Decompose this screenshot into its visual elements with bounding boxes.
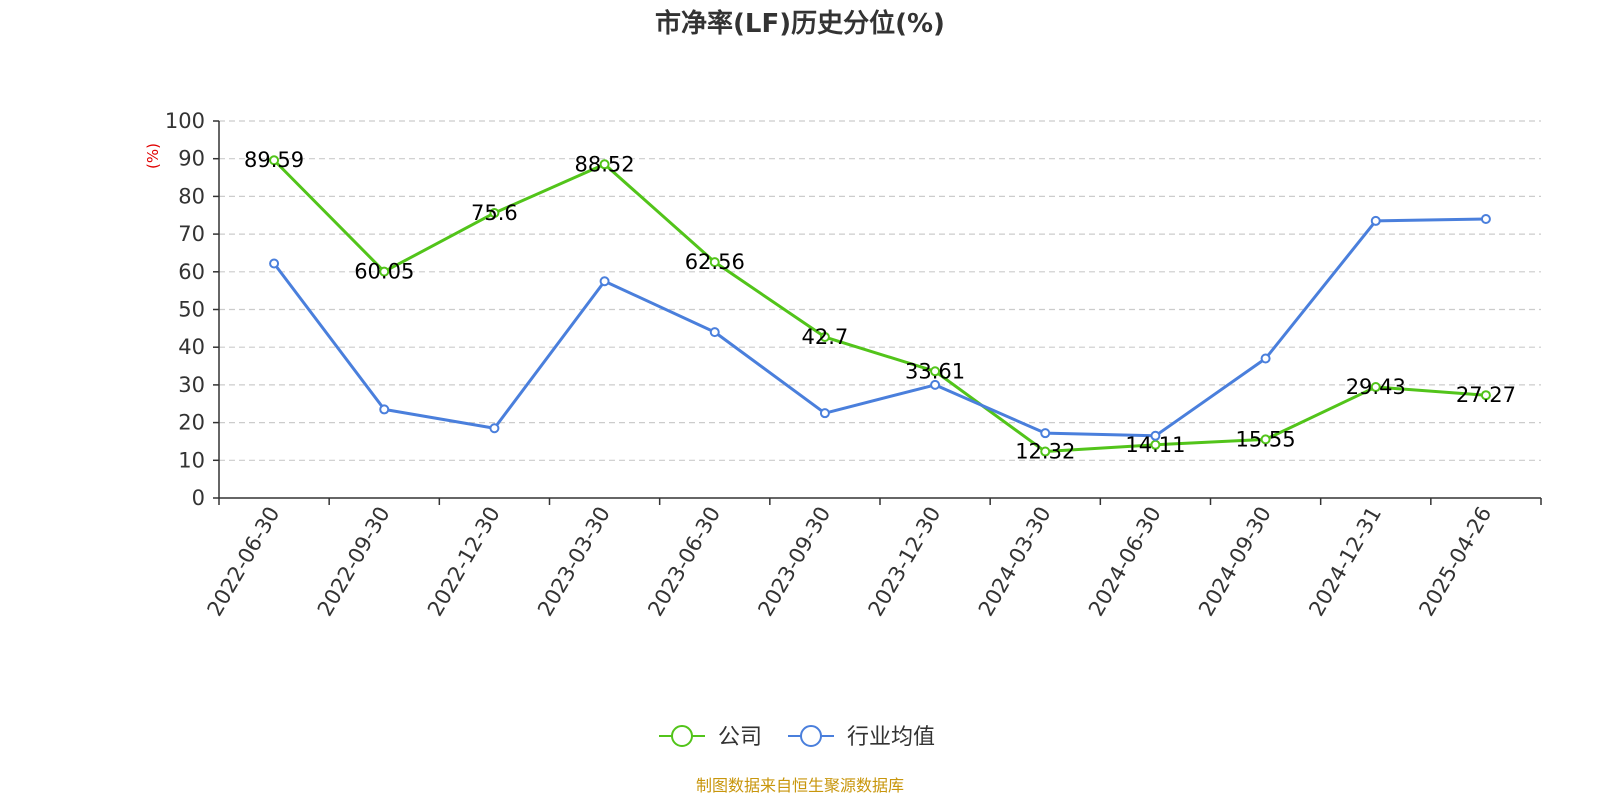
- series-lines: [269, 155, 1491, 457]
- y-tick-label: 70: [178, 222, 205, 246]
- data-point-company[interactable]: [1150, 439, 1161, 450]
- x-tick-label: 2022-06-30: [203, 503, 285, 621]
- y-tick-label: 40: [178, 335, 205, 359]
- y-tick-label: 0: [192, 486, 205, 510]
- data-label: 27.27: [1456, 383, 1516, 407]
- data-point-industry-average[interactable]: [1260, 353, 1271, 364]
- legend-label-company: 公司: [718, 725, 762, 750]
- data-point-industry-average[interactable]: [930, 379, 941, 390]
- data-point-industry-average[interactable]: [1040, 428, 1051, 439]
- chart-title: 市净率(LF)历史分位(%): [655, 8, 945, 39]
- legend-marker-industry-average: [800, 725, 822, 747]
- x-tick-label: 2024-09-30: [1194, 503, 1276, 621]
- data-point-industry-average[interactable]: [379, 404, 390, 415]
- data-point-company[interactable]: [1260, 434, 1271, 445]
- data-label: 75.6: [471, 201, 518, 225]
- y-tick-label: 90: [178, 147, 205, 171]
- y-tick-label: 20: [178, 411, 205, 435]
- x-tick-label: 2022-09-30: [313, 503, 395, 621]
- x-tick-label: 2023-06-30: [643, 503, 725, 621]
- x-tick-label: 2022-12-30: [423, 503, 505, 621]
- legend-item-industry-average[interactable]: 行业均值: [788, 725, 935, 750]
- data-point-industry-average[interactable]: [1480, 214, 1491, 225]
- y-axis-label: (%): [144, 143, 162, 169]
- y-tick-label: 10: [178, 448, 205, 472]
- x-tick-label: 2024-03-30: [974, 503, 1056, 621]
- y-tick-label: 60: [178, 260, 205, 284]
- data-label: 14.11: [1125, 433, 1185, 457]
- data-point-company[interactable]: [709, 257, 720, 268]
- data-point-company[interactable]: [1370, 382, 1381, 393]
- legend-label-industry-average: 行业均值: [847, 725, 935, 750]
- y-tick-label: 50: [178, 298, 205, 322]
- series-line-industry-average: [272, 217, 1486, 438]
- axes: 0 10 20 30 40 50 60 70 80 90 100 2022-06-30 2022-09-…: [165, 109, 1542, 621]
- x-tick-label: 2025-04-26: [1414, 503, 1496, 621]
- x-tick-label: 2024-12-31: [1304, 503, 1386, 621]
- data-point-company[interactable]: [1040, 446, 1051, 457]
- data-point-company[interactable]: [599, 159, 610, 170]
- data-point-industry-average[interactable]: [709, 327, 720, 338]
- data-point-company[interactable]: [269, 155, 280, 166]
- x-tick-label: 2023-03-30: [533, 503, 615, 621]
- data-label: 60.05: [354, 260, 414, 284]
- data-point-industry-average[interactable]: [599, 276, 610, 287]
- data-label: 42.7: [802, 325, 849, 349]
- data-label: 88.52: [575, 152, 635, 176]
- source-note: 制图数据来自恒生聚源数据库: [696, 776, 904, 795]
- data-point-company[interactable]: [1480, 390, 1491, 401]
- data-point-company[interactable]: [379, 266, 390, 277]
- data-label: 33.61: [905, 359, 965, 383]
- y-tick-label: 30: [178, 373, 205, 397]
- data-point-industry-average[interactable]: [1370, 215, 1381, 226]
- data-point-industry-average[interactable]: [819, 408, 830, 419]
- legend-item-company[interactable]: 公司: [659, 725, 762, 750]
- data-point-industry-average[interactable]: [489, 423, 500, 434]
- grid: [219, 120, 1541, 461]
- data-point-industry-average[interactable]: [1150, 430, 1161, 441]
- legend-marker-company: [671, 725, 693, 747]
- data-point-company[interactable]: [819, 332, 830, 343]
- data-label: 12.32: [1015, 440, 1075, 464]
- x-tick-label: 2024-06-30: [1084, 503, 1166, 621]
- data-label: 89.59: [244, 148, 304, 172]
- data-label: 15.55: [1236, 427, 1296, 451]
- data-point-industry-average[interactable]: [269, 258, 280, 269]
- x-tick-label: 2023-12-30: [864, 503, 946, 621]
- data-label: 62.56: [685, 250, 745, 274]
- data-point-company[interactable]: [930, 366, 941, 377]
- y-tick-label: 80: [178, 184, 205, 208]
- series-line-company: [273, 159, 1487, 454]
- data-labels: 89.59 60.05 75.6 88.52 62.56 42.7 33.61 12.32 14…: [244, 148, 1516, 463]
- x-tick-label: 2023-09-30: [753, 503, 835, 621]
- y-tick-label: 100: [165, 109, 205, 133]
- data-point-company[interactable]: [489, 207, 500, 218]
- legend[interactable]: 公司 行业均值: [659, 725, 935, 750]
- data-label: 29.43: [1346, 375, 1406, 399]
